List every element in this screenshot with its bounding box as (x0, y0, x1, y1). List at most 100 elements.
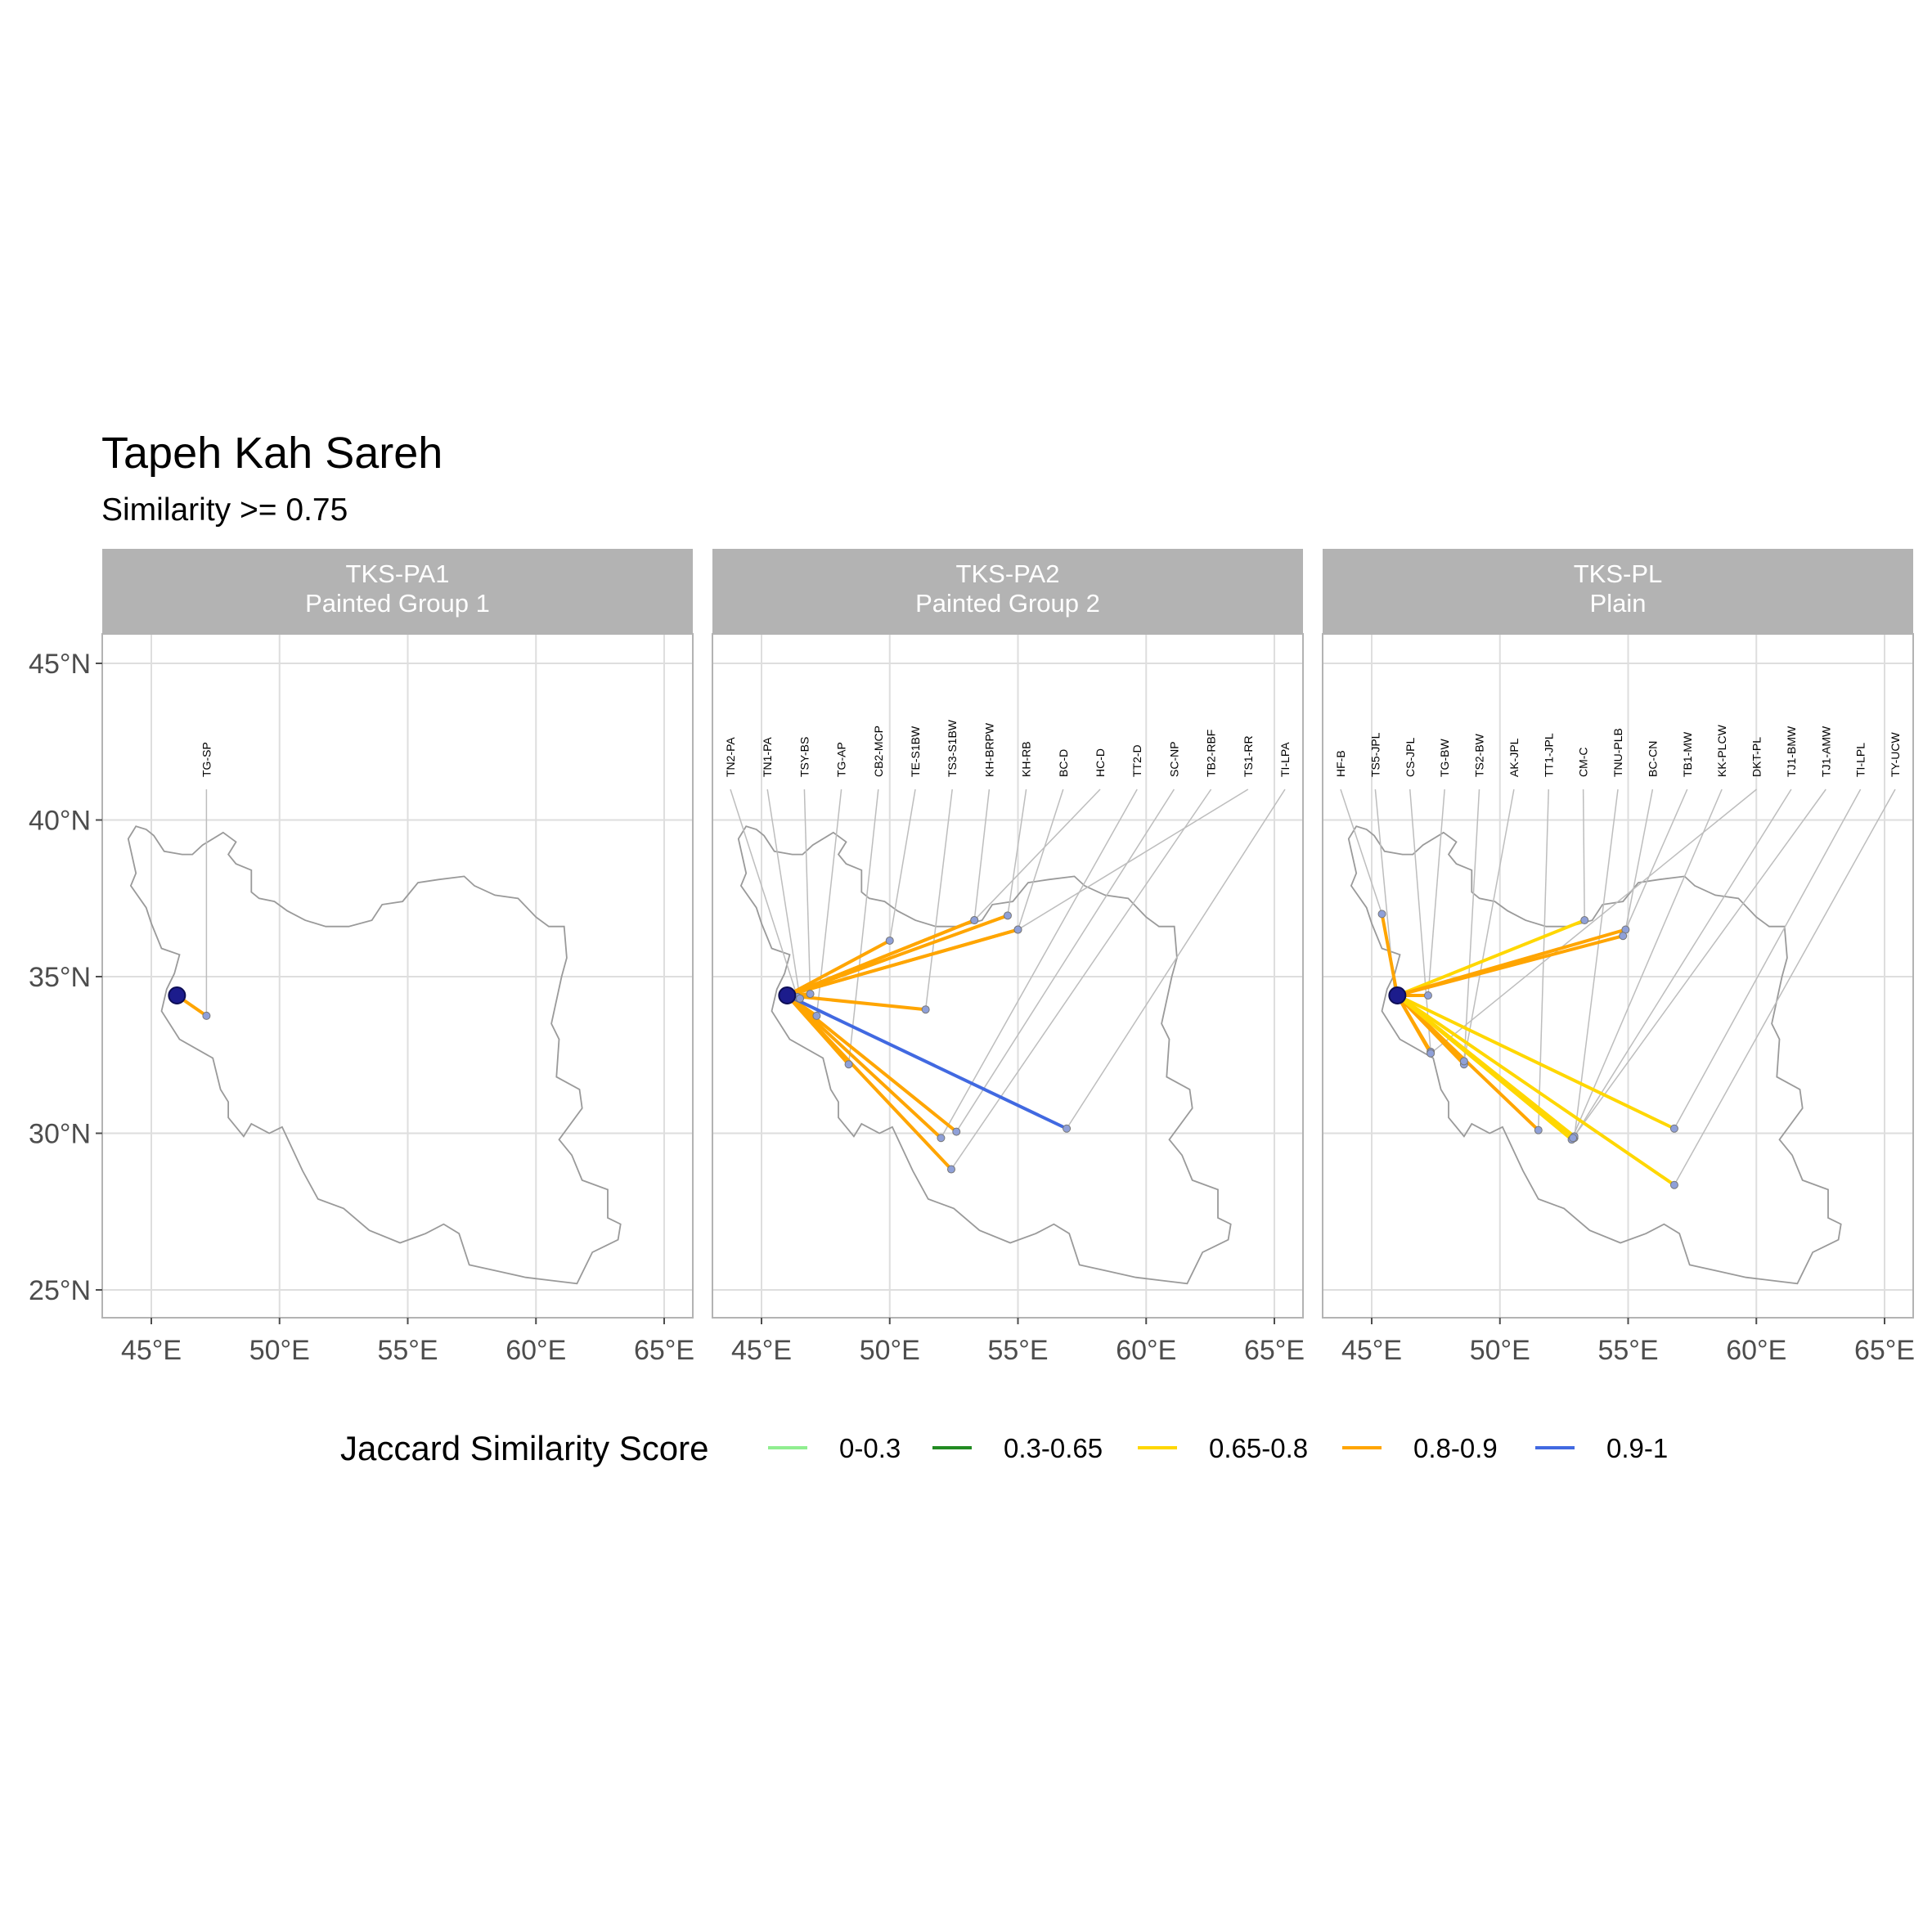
site-label: TSY-BS (798, 737, 811, 777)
site-label: KH-BRPW (982, 722, 995, 777)
site-point (844, 1060, 853, 1069)
legend-label: 0.3-0.65 (1004, 1433, 1103, 1463)
strip-label: Plain (1590, 589, 1647, 618)
connection-line (1395, 993, 1575, 1140)
site-point (812, 1011, 821, 1020)
site-point (1063, 1124, 1072, 1133)
leader-line (1430, 789, 1757, 1054)
chart-subtitle: Similarity >= 0.75 (101, 492, 348, 528)
site-label: TI-LPL (1854, 743, 1867, 777)
panel-border (1322, 633, 1914, 1319)
connection-line (1395, 993, 1540, 1132)
panel-strip (1323, 549, 1913, 634)
leader-line (973, 789, 1101, 921)
strip-label: Painted Group 1 (305, 589, 490, 618)
strip-label: TKS-PL (1574, 559, 1663, 588)
site-label: CS-JPL (1404, 738, 1417, 777)
panel-strip (712, 549, 1303, 634)
site-label: TI-LPA (1278, 742, 1292, 777)
leader-line (1007, 789, 1027, 916)
strip-label: TKS-PA1 (346, 559, 450, 588)
site-label: TE-S1BW (909, 726, 922, 777)
leader-line (950, 789, 1212, 1170)
y-tick-label: 40°N (29, 806, 91, 837)
panel-strip (102, 549, 693, 634)
site-label: DKT-PL (1750, 737, 1764, 777)
site-point (796, 994, 805, 1003)
leader-line (955, 789, 1175, 1132)
leader-line (1018, 789, 1249, 931)
site-label: CB2-MCP (872, 726, 885, 777)
x-tick-label: 65°E (1244, 1335, 1305, 1366)
x-tick-label: 60°E (1726, 1335, 1786, 1366)
x-tick-label: 65°E (634, 1335, 694, 1366)
leader-line (1674, 789, 1862, 1130)
origin-point (1388, 986, 1407, 1004)
connection-line (785, 993, 1069, 1130)
site-label: CM-C (1577, 747, 1590, 777)
site-point (1619, 932, 1628, 941)
connection-line (785, 938, 892, 997)
site-label: TS3-S1BW (946, 719, 959, 777)
connection-line (785, 993, 953, 1171)
panel-border (712, 633, 1304, 1319)
site-label: TJ1-BMW (1785, 726, 1798, 777)
y-tick-label: 45°N (29, 649, 91, 680)
leader-line (1340, 789, 1383, 914)
site-point (1669, 1124, 1678, 1133)
origin-point (778, 986, 797, 1004)
leader-line (924, 789, 953, 1010)
site-label: SC-NP (1167, 741, 1180, 777)
site-label: BC-CN (1646, 741, 1659, 777)
site-label: TY-UCW (1889, 732, 1902, 777)
connection-line (1395, 993, 1676, 1187)
legend-label: 0.8-0.9 (1413, 1433, 1498, 1463)
y-tick-label: 35°N (29, 962, 91, 993)
connection-line (1380, 912, 1400, 997)
site-point (1580, 916, 1589, 925)
site-point (1534, 1126, 1543, 1134)
leader-line (1674, 789, 1896, 1186)
leader-line (1572, 789, 1826, 1139)
x-tick-label: 45°E (731, 1335, 792, 1366)
connection-line (1395, 993, 1433, 1055)
site-point (946, 1165, 955, 1174)
connection-line (1395, 934, 1625, 997)
site-label: TN2-PA (724, 737, 737, 777)
site-point (806, 990, 815, 999)
site-point (1569, 1134, 1578, 1143)
leader-line (847, 789, 879, 1065)
site-label: TT2-D (1130, 744, 1143, 777)
x-tick-label: 55°E (1597, 1335, 1658, 1366)
leader-line (803, 789, 811, 995)
x-tick-label: 55°E (377, 1335, 438, 1366)
country-outline (737, 825, 1232, 1285)
legend-label: 0.65-0.8 (1209, 1433, 1308, 1463)
y-tick-label: 25°N (29, 1275, 91, 1306)
site-label: TS5-JPL (1368, 732, 1382, 777)
site-point (1013, 925, 1022, 934)
leader-line (1573, 789, 1619, 1139)
site-label: HC-D (1094, 748, 1107, 777)
leader-line (1624, 789, 1654, 930)
site-label: HF-B (1334, 750, 1347, 777)
legend: Jaccard Similarity Score 0-0.3 0.3-0.65 0.… (340, 1429, 1668, 1467)
x-tick-label: 45°E (1341, 1335, 1402, 1366)
site-point (1377, 910, 1386, 919)
x-tick-label: 50°E (249, 1335, 310, 1366)
leader-line (1427, 789, 1445, 996)
leader-line (1463, 789, 1480, 1065)
leader-line (973, 789, 991, 921)
legend-label: 0-0.3 (839, 1433, 901, 1463)
origin-point (168, 986, 186, 1004)
country-outline (127, 825, 622, 1285)
site-point (937, 1134, 946, 1143)
connection-line (1395, 993, 1676, 1130)
site-label: KK-PLCW (1715, 724, 1728, 777)
site-label: AK-JPL (1507, 738, 1521, 777)
site-label: TB2-RBF (1205, 730, 1218, 777)
